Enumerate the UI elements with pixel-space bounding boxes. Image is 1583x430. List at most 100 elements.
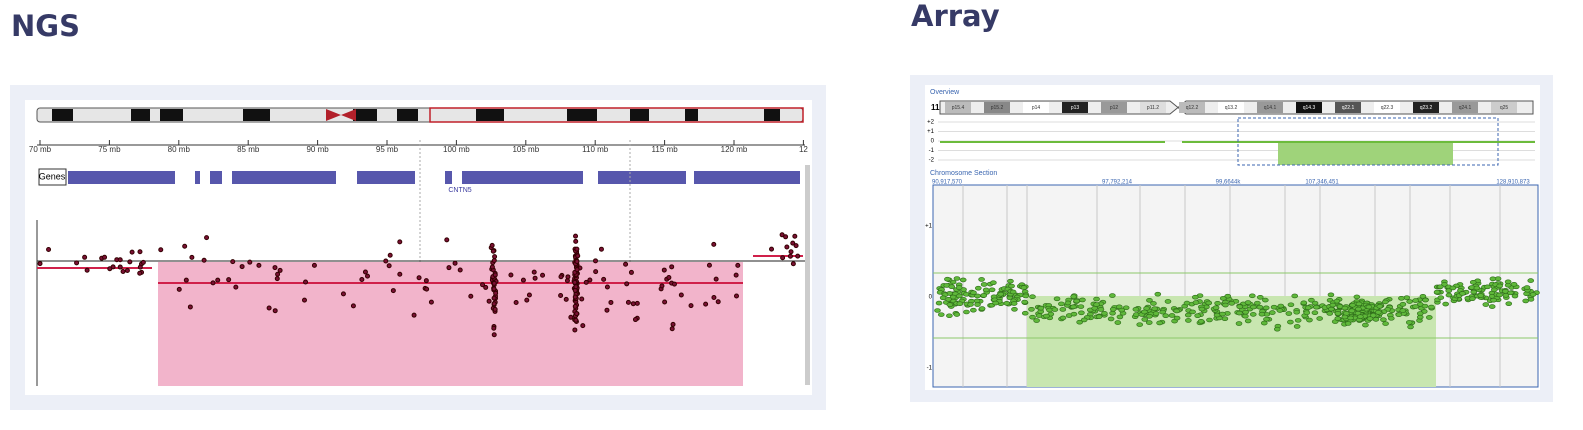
band-label: q22.3 bbox=[1381, 105, 1394, 111]
dot bbox=[1433, 289, 1441, 295]
dot bbox=[1114, 320, 1122, 325]
dot bbox=[598, 246, 604, 252]
dot bbox=[558, 293, 564, 299]
dot bbox=[670, 321, 676, 327]
dot bbox=[573, 238, 579, 244]
dot bbox=[955, 285, 963, 290]
dot bbox=[210, 280, 216, 286]
dot bbox=[574, 311, 580, 317]
dot bbox=[1192, 300, 1200, 305]
dot bbox=[1437, 284, 1444, 290]
dot bbox=[1095, 314, 1103, 319]
dot bbox=[1221, 316, 1229, 322]
dot bbox=[953, 276, 961, 281]
dot bbox=[1152, 311, 1160, 316]
dot bbox=[662, 299, 668, 305]
dot bbox=[1010, 301, 1018, 306]
band-label: p14 bbox=[1032, 105, 1041, 111]
dot bbox=[735, 262, 741, 268]
dot bbox=[579, 296, 585, 302]
dot bbox=[491, 295, 497, 301]
dot bbox=[1369, 313, 1377, 318]
dot bbox=[1353, 294, 1361, 300]
dot bbox=[1242, 309, 1249, 315]
dot bbox=[1382, 299, 1389, 305]
dot bbox=[423, 278, 429, 284]
dot bbox=[795, 253, 801, 259]
axis-label: 105 mb bbox=[512, 145, 539, 154]
dot bbox=[593, 269, 599, 275]
dot bbox=[1341, 305, 1349, 311]
dot bbox=[988, 287, 996, 293]
dot bbox=[1173, 308, 1181, 314]
dot bbox=[1053, 296, 1061, 302]
dot bbox=[1269, 310, 1276, 315]
dot bbox=[492, 306, 498, 312]
dot bbox=[129, 249, 135, 255]
dot bbox=[1349, 302, 1356, 308]
dot bbox=[967, 302, 974, 307]
dot bbox=[82, 254, 88, 260]
dot bbox=[1428, 304, 1435, 310]
band bbox=[1257, 102, 1283, 113]
dot bbox=[1009, 289, 1017, 295]
dot bbox=[531, 269, 537, 275]
dot bbox=[526, 292, 532, 298]
coordinate: 107,346,451 bbox=[1305, 180, 1339, 186]
gene-track bbox=[195, 171, 200, 184]
dot bbox=[706, 262, 712, 268]
dot bbox=[1258, 311, 1266, 317]
dot bbox=[573, 284, 579, 290]
dot bbox=[1355, 301, 1363, 307]
dot bbox=[733, 272, 739, 278]
dot bbox=[1037, 305, 1045, 311]
dot bbox=[1132, 312, 1140, 317]
band-label: q22.1 bbox=[1342, 105, 1355, 111]
dot bbox=[1022, 293, 1029, 299]
dot bbox=[963, 309, 970, 315]
dot bbox=[733, 293, 739, 299]
dot bbox=[397, 271, 403, 277]
band bbox=[1374, 102, 1400, 113]
dot bbox=[1273, 326, 1281, 332]
dot bbox=[383, 258, 389, 264]
dot bbox=[1300, 300, 1308, 306]
section-label: Chromosome Section bbox=[930, 170, 997, 177]
dot bbox=[1073, 298, 1080, 304]
dot bbox=[568, 314, 574, 320]
highlight bbox=[429, 107, 804, 123]
dot bbox=[486, 298, 492, 304]
band bbox=[1218, 102, 1244, 113]
dot bbox=[1412, 304, 1419, 309]
dot bbox=[1291, 293, 1299, 299]
dot bbox=[1449, 285, 1457, 291]
dot bbox=[780, 255, 786, 261]
dot bbox=[769, 246, 775, 252]
dot bbox=[272, 308, 278, 314]
genes-label: Genes bbox=[39, 171, 66, 181]
section-tick: 0 bbox=[929, 295, 933, 301]
dot bbox=[946, 302, 954, 308]
dot bbox=[974, 293, 981, 299]
dot bbox=[711, 241, 717, 247]
dot bbox=[1146, 298, 1153, 303]
dot bbox=[1477, 293, 1485, 298]
dot bbox=[1262, 297, 1269, 303]
dot bbox=[1076, 319, 1083, 325]
dot bbox=[365, 273, 371, 279]
band bbox=[353, 109, 377, 121]
dot bbox=[1419, 294, 1427, 299]
dot bbox=[1357, 314, 1364, 319]
band bbox=[1140, 102, 1166, 113]
dot bbox=[183, 277, 189, 283]
section-tick: -1 bbox=[927, 366, 933, 372]
dot bbox=[992, 300, 999, 306]
section-tick: +1 bbox=[925, 224, 933, 230]
dot bbox=[201, 257, 207, 263]
dot bbox=[608, 299, 614, 305]
dot bbox=[1313, 304, 1320, 310]
axis-label: 85 mb bbox=[237, 145, 260, 154]
dot bbox=[1145, 320, 1153, 325]
dot bbox=[266, 305, 272, 311]
dot bbox=[1375, 310, 1382, 315]
